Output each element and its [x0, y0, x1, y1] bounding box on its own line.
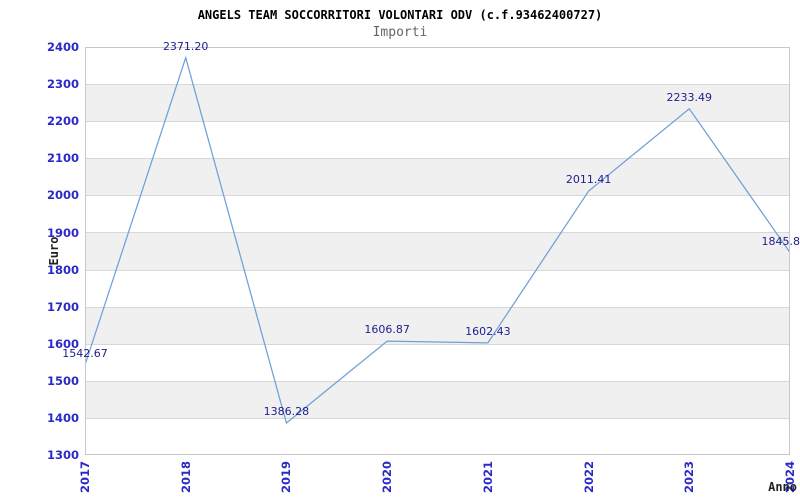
x-axis-title: Anno: [768, 480, 797, 494]
chart-title: ANGELS TEAM SOCCORRITORI VOLONTARI ODV (…: [197, 8, 603, 22]
gridline: [85, 158, 790, 159]
chart-subtitle: Importi: [372, 25, 428, 40]
x-tick-2020: 2020: [380, 460, 395, 494]
point-label-2019: 1386.28: [263, 405, 310, 418]
gridline: [85, 232, 790, 233]
point-label-2024: 1845.8: [761, 234, 800, 248]
point-label-2021: 1602.43: [465, 324, 511, 338]
y-tick-1700: 1700: [46, 299, 79, 314]
y-tick-1400: 1400: [46, 410, 79, 425]
plot-band: [85, 158, 790, 196]
gridline: [85, 307, 790, 308]
plot-band: [85, 84, 790, 122]
y-tick-1300: 1300: [46, 448, 79, 462]
y-tick-1900: 1900: [46, 225, 79, 240]
y-tick-2200: 2200: [46, 114, 79, 129]
x-tick-2018: 2018: [178, 460, 193, 494]
y-tick-2300: 2300: [46, 77, 79, 92]
y-tick-2400: 2400: [46, 40, 79, 54]
y-tick-1500: 1500: [46, 373, 79, 388]
plot-band: [85, 195, 790, 233]
series-line: [85, 55, 790, 425]
plot-band: [85, 306, 790, 344]
y-axis-title: Euro: [47, 236, 61, 266]
plot-band: [85, 47, 790, 85]
x-tick-2022: 2022: [581, 460, 596, 494]
gridline: [85, 418, 790, 419]
y-tick-1600: 1600: [46, 336, 79, 351]
gridline: [85, 344, 790, 345]
plot-area: [85, 47, 790, 455]
y-tick-2000: 2000: [46, 188, 79, 203]
x-tick-2017: 2017: [78, 460, 92, 494]
plot-band: [85, 232, 790, 270]
gridline: [85, 121, 790, 122]
x-tick-2023: 2023: [682, 460, 697, 494]
plot-band: [85, 417, 790, 455]
point-label-2023: 2233.49: [666, 90, 713, 104]
x-tick-2019: 2019: [279, 460, 294, 494]
y-tick-2100: 2100: [46, 151, 79, 166]
plot-band: [85, 380, 790, 418]
point-label-2022: 2011.41: [565, 173, 612, 187]
plot-band: [85, 121, 790, 159]
gridline: [85, 381, 790, 382]
x-tick-2021: 2021: [480, 460, 495, 494]
y-tick-1800: 1800: [46, 262, 79, 277]
point-label-2020: 1606.87: [364, 323, 410, 337]
gridline: [85, 195, 790, 196]
gridline: [85, 270, 790, 271]
gridline: [85, 84, 790, 85]
point-label-2017: 1542.67: [62, 347, 108, 360]
plot-band: [85, 269, 790, 307]
series-line-svg: [85, 55, 790, 425]
point-label-2018: 2371.20: [162, 39, 209, 53]
plot-band: [85, 343, 790, 381]
